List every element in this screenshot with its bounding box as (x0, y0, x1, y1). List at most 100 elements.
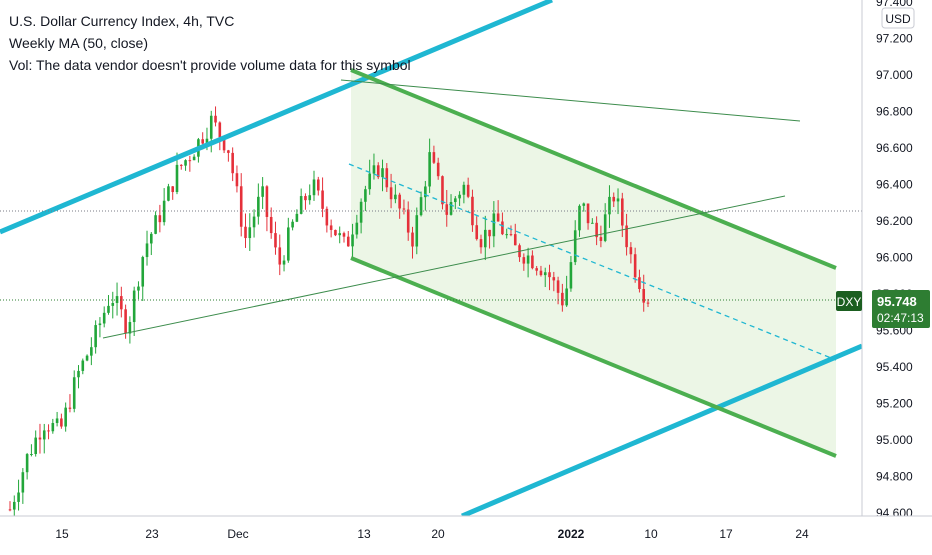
candle-body (30, 454, 33, 456)
candle-body (449, 202, 453, 215)
candle-body (68, 407, 72, 409)
cyan-upper-line[interactable] (0, 0, 553, 235)
candle-body (287, 227, 290, 261)
candle-body (411, 232, 414, 247)
candle-body (355, 222, 359, 235)
candle-body (561, 292, 564, 306)
candles (8, 106, 650, 517)
candle-body (415, 215, 419, 247)
candle-body (398, 194, 401, 209)
candle-body (368, 173, 371, 190)
candle-body (591, 222, 594, 224)
candle-body (17, 492, 20, 502)
candle-body (638, 277, 641, 290)
candle-body (205, 138, 209, 144)
candle-body (445, 204, 449, 215)
candle-body (471, 196, 474, 226)
candle-body (72, 377, 76, 409)
time-tick-label: 23 (145, 527, 159, 541)
candle-body (132, 290, 136, 323)
rising-trendline[interactable] (102, 195, 786, 339)
candle-body (282, 260, 286, 265)
upper-trendline[interactable] (340, 79, 801, 122)
time-tick-label: 13 (357, 527, 371, 541)
candle-body (462, 184, 466, 195)
candle-body (167, 186, 170, 201)
volume-note: Vol: The data vendor doesn't provide vol… (9, 57, 411, 73)
candle-body (334, 229, 337, 236)
price-tick-label: 96.800 (876, 105, 913, 119)
time-tick-label: Dec (227, 527, 248, 541)
candle-body (158, 215, 162, 223)
candle-body (419, 197, 423, 216)
price-tick-label: 95.400 (876, 360, 913, 374)
last-price-badge[interactable]: DXY 95.748 02:47:13 (836, 290, 930, 328)
time-tick-label: 20 (431, 527, 445, 541)
price-badge (872, 290, 930, 328)
candle-body (274, 233, 277, 248)
time-axis[interactable]: 15 23 Dec 13 20 2022 10 17 24 (0, 515, 932, 550)
candle-body (42, 430, 46, 440)
ticker-label: DXY (837, 295, 862, 309)
candle-body (145, 243, 149, 258)
candle-body (531, 255, 534, 269)
candle-body (209, 115, 213, 139)
candle-body (595, 222, 598, 238)
candle-body (543, 272, 547, 276)
countdown-value: 02:47:13 (877, 311, 924, 325)
candle-body (616, 198, 620, 202)
candle-body (90, 347, 93, 356)
cyan-lower-line[interactable] (461, 343, 863, 519)
candle-body (120, 296, 123, 310)
candle-body (141, 257, 145, 287)
candle-body (239, 186, 243, 227)
candle-body (257, 196, 260, 217)
candle-body (55, 418, 59, 424)
candle-body (492, 213, 496, 237)
price-tick-label: 95.000 (876, 433, 913, 447)
candle-body (522, 257, 526, 264)
candle-body (526, 255, 530, 264)
candle-body (599, 237, 603, 241)
candle-body (8, 509, 12, 511)
candle-body (128, 322, 132, 334)
candle-body (60, 418, 63, 427)
candle-body (364, 189, 367, 202)
candle-body (428, 152, 431, 187)
candle-body (192, 156, 196, 161)
candle-body (77, 370, 80, 378)
candle-body (244, 226, 247, 239)
channel-upper-line[interactable] (350, 68, 837, 270)
candle-body (359, 201, 363, 223)
price-tick-label: 96.200 (876, 214, 913, 228)
candle-body (402, 208, 406, 210)
candle-body (252, 216, 256, 228)
drawings[interactable] (0, 0, 863, 519)
candle-body (312, 179, 316, 196)
candle-body (64, 407, 67, 427)
candle-body (261, 186, 264, 197)
candle-body (389, 187, 393, 200)
currency-badge[interactable] (881, 7, 915, 29)
candle-body (621, 198, 624, 226)
candle-body (321, 190, 324, 209)
candle-body (102, 312, 106, 324)
price-axis[interactable]: 97.400 97.200 97.000 96.800 96.600 96.400 96.2… (861, 0, 932, 520)
candle-body (479, 239, 483, 248)
currency-label: USD (885, 12, 911, 26)
candle-body (171, 186, 175, 193)
candle-body (248, 227, 252, 239)
candle-body (376, 165, 380, 178)
candle-body (441, 176, 444, 205)
candle-body (351, 234, 354, 247)
time-tick-label: 15 (55, 527, 69, 541)
candle-body (218, 122, 222, 138)
candle-body (436, 162, 440, 177)
channel-lower-line[interactable] (350, 256, 837, 458)
indicator-label[interactable]: Weekly MA (50, close) (9, 35, 149, 51)
channel-median-line[interactable] (348, 163, 837, 361)
symbol-title[interactable]: U.S. Dollar Currency Index, 4h, TVC (9, 13, 235, 29)
candle-body (406, 209, 410, 233)
